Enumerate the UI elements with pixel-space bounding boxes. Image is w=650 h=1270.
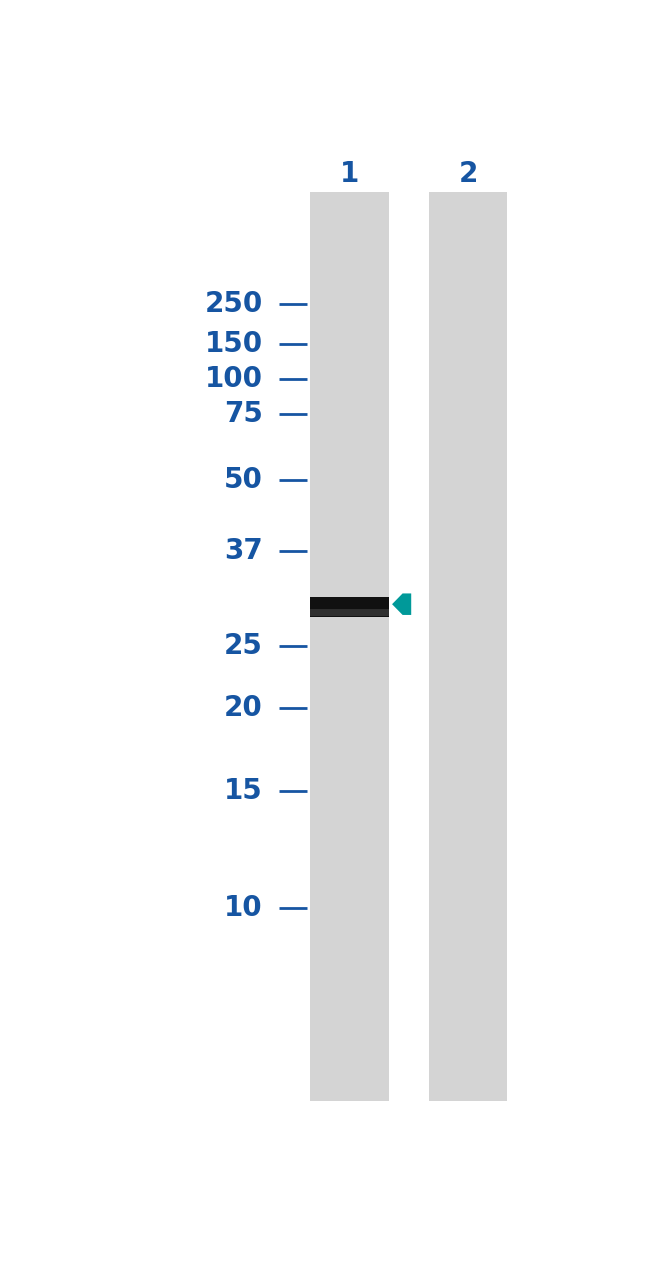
Bar	[429, 192, 507, 1101]
Text: 150: 150	[205, 330, 263, 358]
Text: 1: 1	[340, 160, 359, 188]
Text: 50: 50	[224, 466, 263, 494]
Text: 15: 15	[224, 777, 263, 805]
FancyArrow shape	[392, 593, 411, 615]
Text: 20: 20	[224, 693, 263, 721]
Bar	[311, 597, 389, 617]
Text: 25: 25	[224, 632, 263, 660]
Text: 2: 2	[458, 160, 478, 188]
Bar	[311, 610, 389, 616]
Text: 37: 37	[224, 537, 263, 565]
Text: 75: 75	[224, 400, 263, 428]
Text: 100: 100	[205, 366, 263, 394]
Text: 250: 250	[204, 290, 263, 318]
Bar	[311, 192, 389, 1101]
Text: 10: 10	[224, 894, 263, 922]
